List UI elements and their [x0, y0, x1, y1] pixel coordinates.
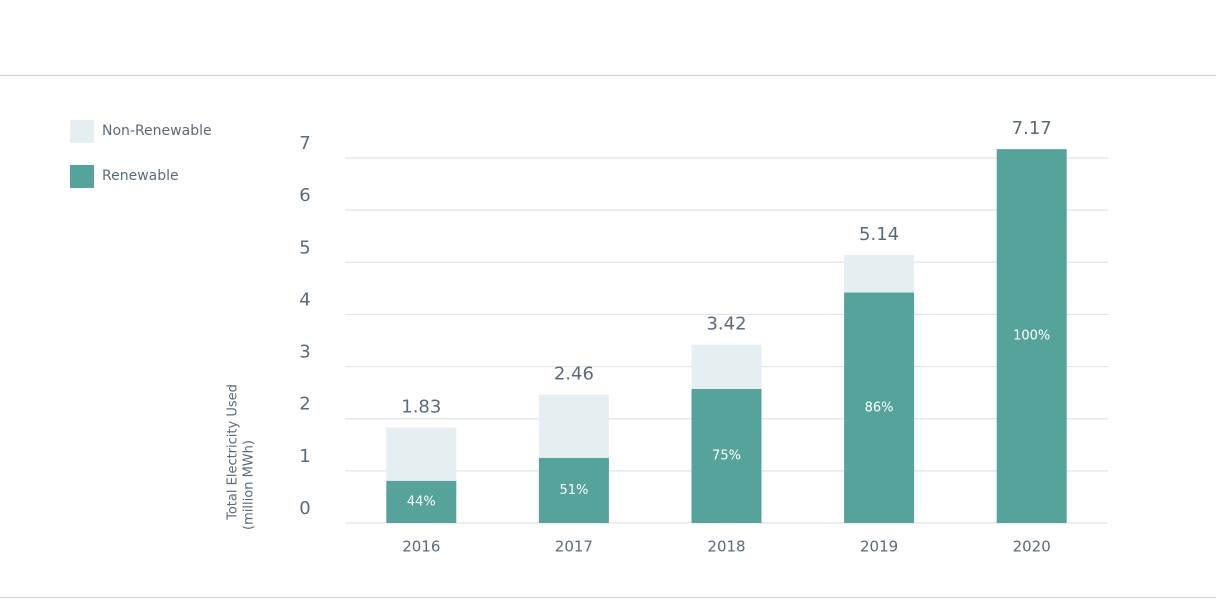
y-tick-label: 6 — [299, 185, 310, 206]
bar-segment — [691, 344, 762, 389]
bar-segment — [996, 149, 1067, 523]
total-label: 2.46 — [554, 364, 594, 385]
x-tick-label: 2017 — [555, 538, 593, 556]
bar-segment — [386, 480, 457, 523]
legend-label: Renewable — [102, 168, 179, 184]
bar-segment — [386, 427, 457, 481]
data-label: 100% — [1013, 329, 1050, 344]
bar-segment — [844, 254, 915, 293]
y-axis-label: (million MWh) — [242, 440, 257, 530]
y-tick-label: 7 — [299, 133, 310, 154]
bar-segment — [538, 394, 609, 458]
x-tick-label: 2020 — [1013, 538, 1051, 556]
total-label: 5.14 — [859, 224, 899, 245]
legend-swatch — [70, 165, 94, 188]
total-label: 7.17 — [1012, 118, 1052, 139]
bar-segment — [538, 457, 609, 523]
legend-label: Non-Renewable — [102, 123, 212, 139]
y-tick-label: 5 — [299, 237, 310, 258]
legend-swatch — [70, 120, 94, 143]
y-tick-label: 1 — [299, 446, 310, 467]
data-label: 44% — [407, 494, 436, 509]
data-label: 86% — [865, 400, 894, 415]
x-tick-label: 2019 — [860, 538, 898, 556]
total-label: 3.42 — [706, 314, 746, 335]
data-label: 75% — [712, 448, 741, 463]
x-tick-label: 2016 — [402, 538, 440, 556]
total-label: 1.83 — [401, 397, 441, 418]
y-tick-label: 2 — [299, 394, 310, 415]
x-tick-label: 2018 — [707, 538, 745, 556]
y-axis-label: Total Electricity Used — [226, 384, 241, 521]
y-tick-label: 0 — [299, 498, 310, 519]
bar-segment — [691, 388, 762, 523]
bar-segment — [844, 292, 915, 523]
y-tick-label: 4 — [299, 289, 310, 310]
data-label: 51% — [559, 483, 588, 498]
y-tick-label: 3 — [299, 342, 310, 363]
